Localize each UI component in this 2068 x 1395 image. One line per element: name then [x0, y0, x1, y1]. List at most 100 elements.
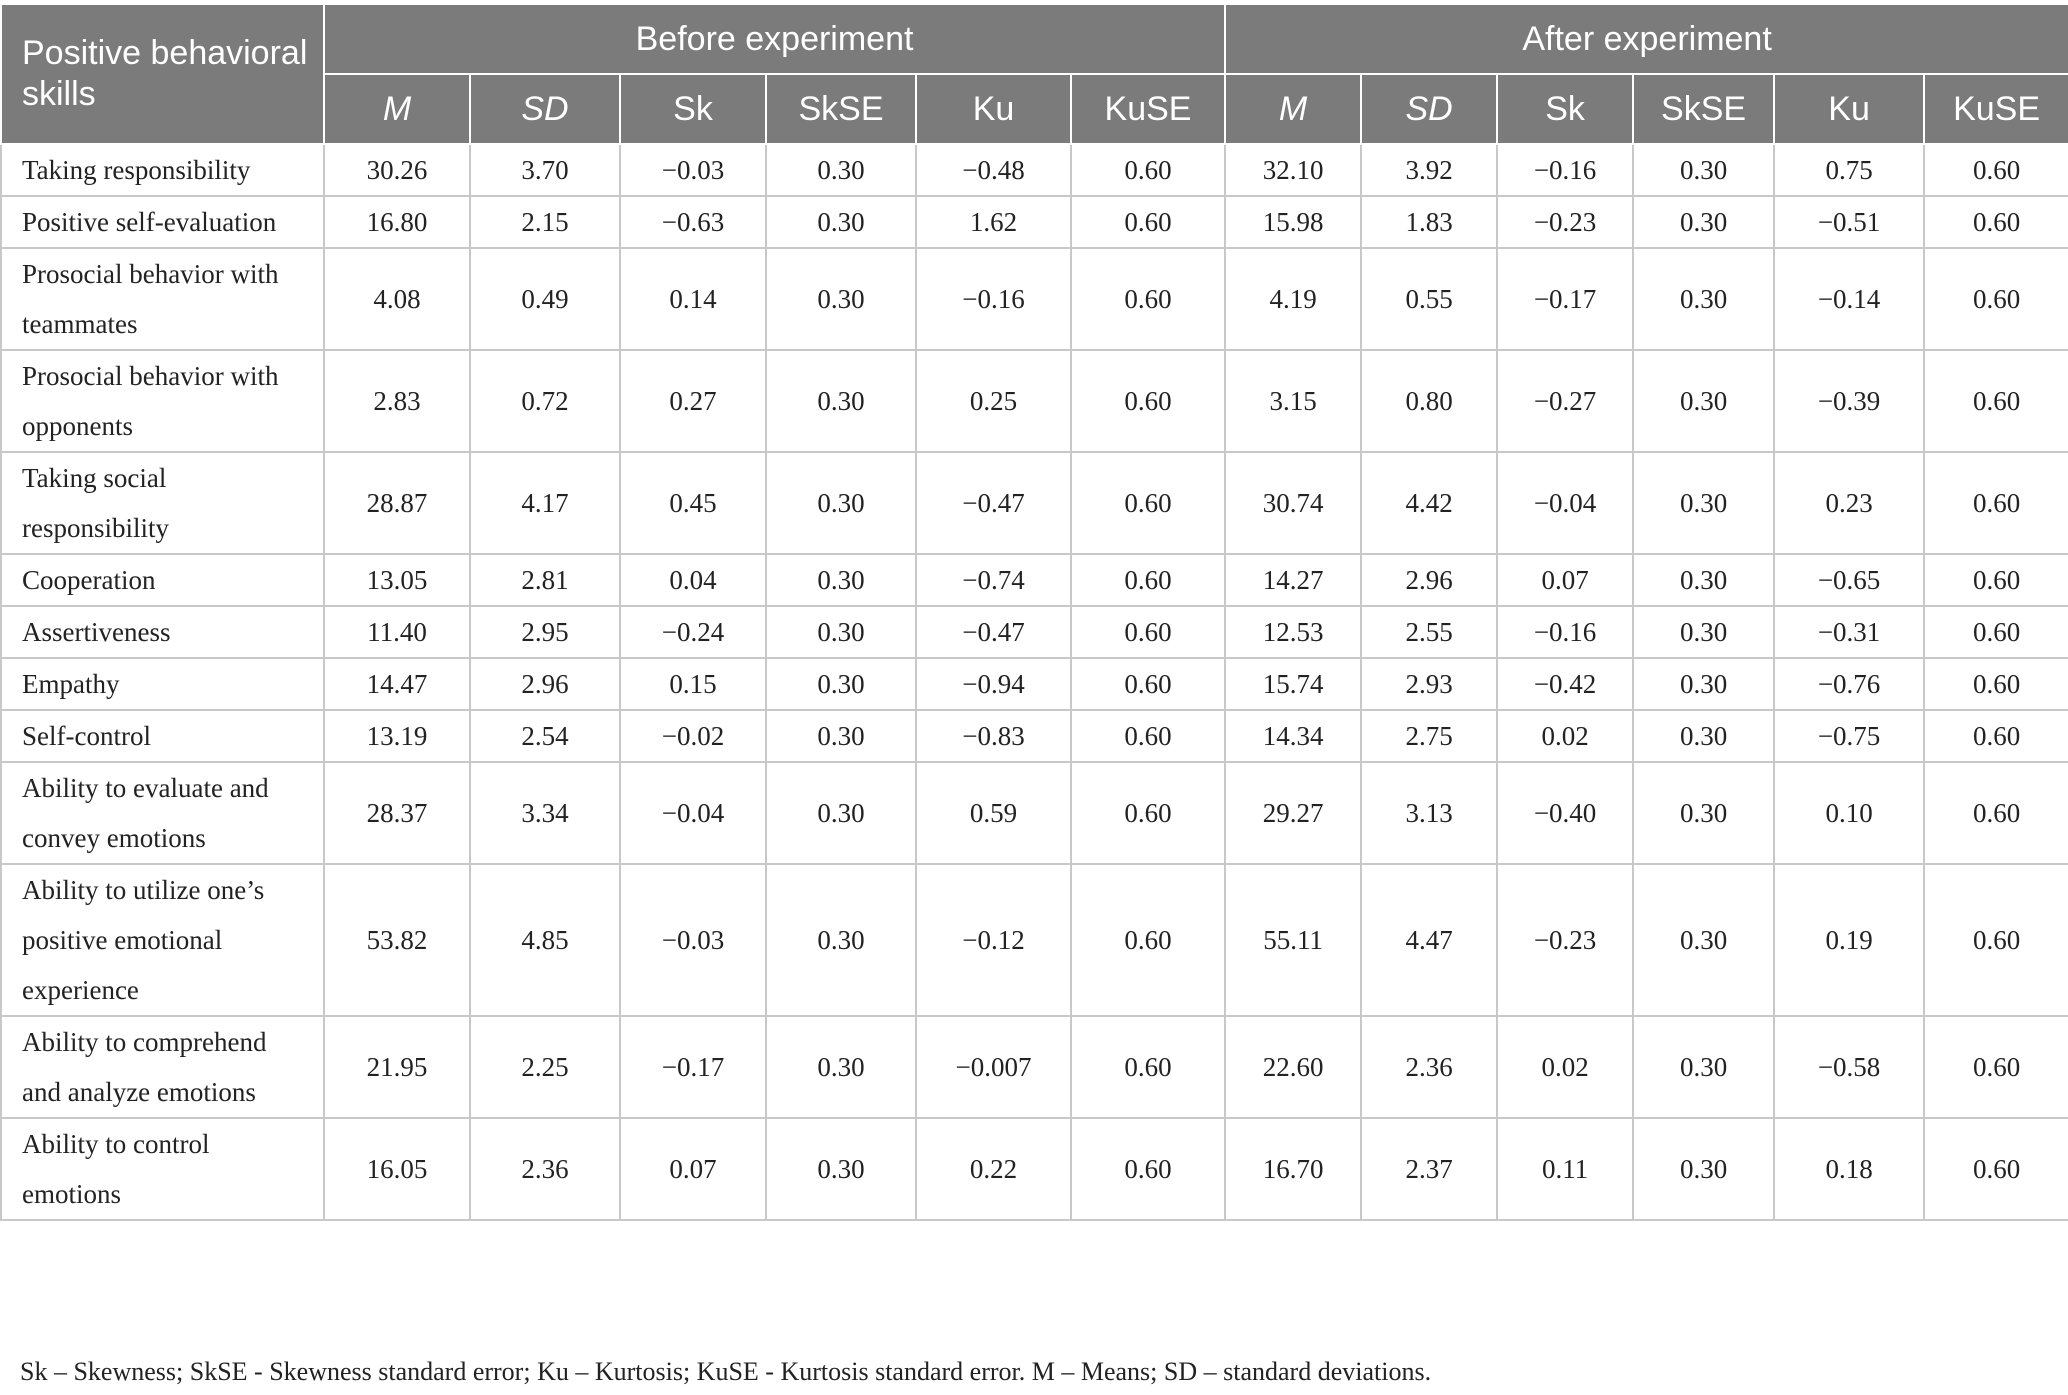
table-cell: 0.60	[1923, 553, 2068, 607]
row-label: Taking social responsibility	[0, 451, 325, 555]
table-cell: 0.60	[1923, 1015, 2068, 1119]
table-cell: 0.55	[1360, 247, 1499, 351]
table-cell: 0.30	[1632, 553, 1776, 607]
table-cell: −0.04	[1496, 451, 1635, 555]
table-cell: 2.15	[469, 195, 621, 249]
row-label: Ability to utilize one’s positive emotio…	[0, 863, 325, 1017]
table-cell: 4.08	[323, 247, 471, 351]
table-row: Ability to evaluate and convey emotions 2…	[0, 761, 2068, 865]
group-header-before: Before experiment	[322, 3, 1227, 75]
table-cell: −0.17	[619, 1015, 767, 1119]
table-cell: 0.30	[1632, 451, 1776, 555]
table-row: Empathy 14.47 2.96 0.15 0.30 −0.94 0.60 15.74 2.…	[0, 657, 2068, 711]
table-cell: 0.72	[469, 349, 621, 453]
table-cell: −0.40	[1496, 761, 1635, 865]
table-cell: 4.47	[1360, 863, 1499, 1017]
table-cell: 0.60	[1923, 605, 2068, 659]
table-cell: 3.34	[469, 761, 621, 865]
subcol-before-sk: Sk	[619, 73, 767, 145]
table-cell: −0.23	[1496, 195, 1635, 249]
table-cell: 0.30	[1632, 1015, 1776, 1119]
table-cell: 0.30	[765, 553, 917, 607]
table-cell: −0.48	[915, 143, 1072, 197]
statistics-table: Positive behavioral skills Before experi…	[0, 3, 2068, 1221]
table-row: Self-control 13.19 2.54 −0.02 0.30 −0.83 0.60 1…	[0, 709, 2068, 763]
table-cell: 0.30	[1632, 143, 1776, 197]
table-cell: 0.60	[1069, 1117, 1227, 1221]
table-cell: 0.30	[1632, 761, 1776, 865]
subcol-after-ku: Ku	[1773, 73, 1926, 145]
row-label: Cooperation	[0, 553, 325, 607]
table-cell: 3.13	[1360, 761, 1499, 865]
table-cell: 53.82	[323, 863, 471, 1017]
table-cell: 0.45	[619, 451, 767, 555]
table-cell: 2.54	[469, 709, 621, 763]
table-cell: 55.11	[1224, 863, 1363, 1017]
table-cell: 0.30	[765, 761, 917, 865]
table-cell: 0.60	[1069, 553, 1227, 607]
table-cell: 0.10	[1773, 761, 1926, 865]
table-cell: 13.19	[323, 709, 471, 763]
table-cell: 12.53	[1224, 605, 1363, 659]
table-cell: 28.87	[323, 451, 471, 555]
table-cell: 15.98	[1224, 195, 1363, 249]
table-cell: 0.30	[1632, 247, 1776, 351]
subcol-after-m: M	[1224, 73, 1363, 145]
table-cell: 0.30	[765, 605, 917, 659]
table-cell: 0.60	[1923, 657, 2068, 711]
table-cell: 0.60	[1069, 863, 1227, 1017]
table-row: Taking social responsibility 28.87 4.17 0.4…	[0, 451, 2068, 555]
table-cell: 0.30	[1632, 605, 1776, 659]
table-cell: 2.93	[1360, 657, 1499, 711]
row-label-header: Positive behavioral skills	[0, 3, 325, 145]
table-cell: −0.007	[915, 1015, 1072, 1119]
table-cell: −0.14	[1773, 247, 1926, 351]
table-cell: −0.12	[915, 863, 1072, 1017]
table-cell: 0.02	[1496, 709, 1635, 763]
table-cell: 2.75	[1360, 709, 1499, 763]
table-cell: 0.27	[619, 349, 767, 453]
header-row-subcolumns: M SD Sk SkSE Ku KuSE M SD Sk SkSE Ku KuS…	[1, 73, 2068, 145]
table-cell: 2.96	[469, 657, 621, 711]
table-cell: 0.60	[1069, 195, 1227, 249]
table-cell: 0.60	[1069, 605, 1227, 659]
table-cell: −0.63	[619, 195, 767, 249]
table-cell: 2.55	[1360, 605, 1499, 659]
table-cell: −0.17	[1496, 247, 1635, 351]
table-cell: −0.51	[1773, 195, 1926, 249]
table-cell: 0.30	[765, 349, 917, 453]
table-cell: −0.94	[915, 657, 1072, 711]
table-cell: 4.17	[469, 451, 621, 555]
table-cell: −0.24	[619, 605, 767, 659]
table-cell: −0.74	[915, 553, 1072, 607]
row-label: Self-control	[0, 709, 325, 763]
table-cell: 0.30	[765, 247, 917, 351]
row-label: Assertiveness	[0, 605, 325, 659]
table-cell: −0.27	[1496, 349, 1635, 453]
table-cell: 22.60	[1224, 1015, 1363, 1119]
table-cell: 0.30	[765, 863, 917, 1017]
table-cell: 0.60	[1923, 247, 2068, 351]
table-cell: −0.76	[1773, 657, 1926, 711]
subcol-before-kuse: KuSE	[1069, 73, 1227, 145]
table-row: Assertiveness 11.40 2.95 −0.24 0.30 −0.47 0.60…	[0, 605, 2068, 659]
header-row-groups: Positive behavioral skills Before experi…	[0, 3, 2068, 145]
table-cell: 0.60	[1923, 1117, 2068, 1221]
subcol-after-skse: SkSE	[1632, 73, 1776, 145]
table-cell: 3.70	[469, 143, 621, 197]
table-cell: 21.95	[323, 1015, 471, 1119]
table-cell: 1.62	[915, 195, 1072, 249]
table-cell: 28.37	[323, 761, 471, 865]
table-cell: 2.36	[1360, 1015, 1499, 1119]
table-cell: 2.83	[323, 349, 471, 453]
table-cell: 4.19	[1224, 247, 1363, 351]
table-cell: 0.30	[1632, 1117, 1776, 1221]
table-cell: 14.34	[1224, 709, 1363, 763]
table-cell: 0.11	[1496, 1117, 1635, 1221]
table-cell: −0.58	[1773, 1015, 1926, 1119]
table-cell: 0.60	[1923, 349, 2068, 453]
table-cell: −0.47	[915, 605, 1072, 659]
table-cell: −0.16	[915, 247, 1072, 351]
table-cell: 14.27	[1224, 553, 1363, 607]
group-header-after: After experiment	[1224, 3, 2068, 75]
